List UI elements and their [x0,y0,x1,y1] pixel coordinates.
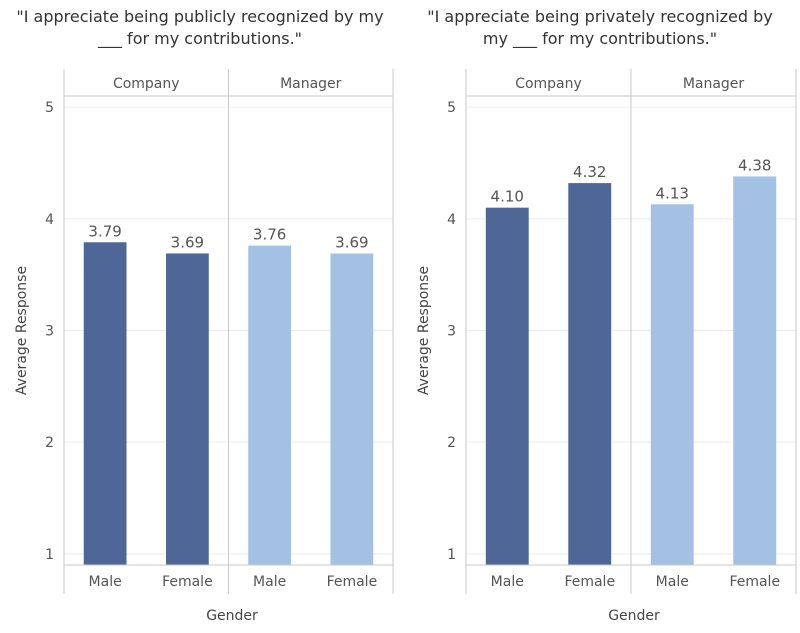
right-data-label-company-female: 4.32 [573,163,606,181]
right-data-label-company-male: 4.10 [491,188,524,206]
left-ytick-3: 3 [45,324,54,340]
right-ytick-2: 2 [447,435,456,451]
right-data-label-manager-female: 4.38 [738,156,771,174]
right-data-label-manager-male: 4.13 [656,184,689,202]
left-panel-header-company: Company [113,76,180,92]
left-data-label-company-female: 3.69 [171,233,204,251]
left-category-manager-male: Male [253,574,286,590]
left-category-company-male: Male [89,574,122,590]
left-ytick-5: 5 [45,100,54,116]
right-bar-company-male [485,207,529,565]
left-chart-title: "I appreciate being publicly recognized … [0,6,400,50]
left-ytick-4: 4 [45,212,54,228]
right-y-axis-title: Average Response [416,266,432,395]
right-chart-title: "I appreciate being privately recognized… [400,6,800,50]
right-bar-manager-female [733,176,777,565]
left-bar-manager-female [330,253,374,565]
right-x-axis-title: Gender [608,608,660,624]
right-ytick-3: 3 [447,324,456,340]
left-ytick-2: 2 [45,435,54,451]
left-panel-header-manager: Manager [280,76,342,92]
right-title-line2: my ___ for my contributions." [482,29,718,48]
right-bar-company-female [568,183,612,565]
right-ytick-4: 4 [447,212,456,228]
right-category-company-female: Female [564,574,615,590]
right-panel-header-manager: Manager [683,76,745,92]
left-bar-company-male [83,242,127,566]
left-x-axis-title: Gender [206,608,258,624]
right-panel-header-company: Company [515,76,582,92]
left-bar-company-female [165,253,209,565]
left-ytick-1: 1 [45,547,54,563]
left-category-company-female: Female [162,574,213,590]
right-title-line1: "I appreciate being privately recognized… [427,7,773,26]
right-ytick-1: 1 [447,547,456,563]
left-title-line2: ___ for my contributions." [97,29,303,48]
right-bar-manager-male [650,204,694,566]
right-category-manager-female: Female [729,574,780,590]
right-ytick-5: 5 [447,100,456,116]
left-bar-manager-male [248,245,292,565]
left-title-line1: "I appreciate being publicly recognized … [16,7,384,26]
left-data-label-manager-female: 3.69 [335,233,368,251]
left-data-label-manager-male: 3.76 [253,226,286,244]
left-y-axis-title: Average Response [14,266,30,395]
left-data-label-company-male: 3.79 [88,222,121,240]
right-category-company-male: Male [491,574,524,590]
right-category-manager-male: Male [656,574,689,590]
left-category-manager-female: Female [327,574,378,590]
